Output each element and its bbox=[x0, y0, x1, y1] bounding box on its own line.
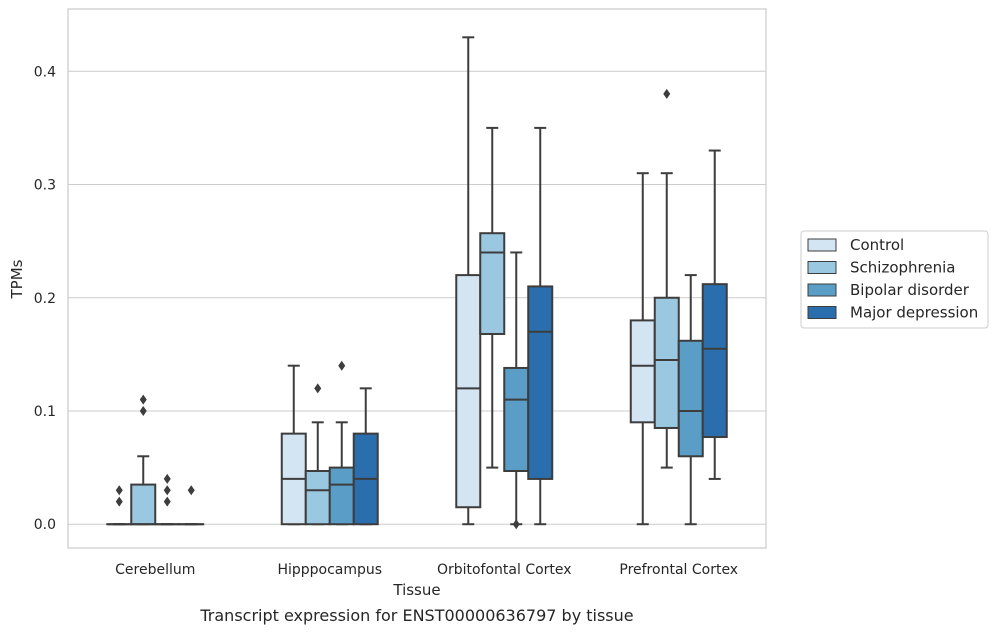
box-2-1 bbox=[480, 128, 504, 468]
box-0-3 bbox=[179, 485, 203, 524]
y-axis-title: TPMs bbox=[8, 259, 26, 299]
legend: Control Schizophrenia Bipolar disorder Majo… bbox=[801, 231, 988, 328]
box-1-1 bbox=[306, 383, 330, 524]
legend-swatch bbox=[808, 284, 836, 296]
outlier-point bbox=[140, 406, 147, 416]
figure-caption: Transcript expression for ENST0000063679… bbox=[0, 606, 834, 625]
box-1-3 bbox=[354, 388, 378, 524]
box-iqr bbox=[703, 284, 727, 437]
y-tick-label: 0.1 bbox=[34, 404, 56, 420]
outlier-point bbox=[338, 361, 345, 371]
box-3-3 bbox=[703, 151, 727, 479]
x-tick-label: Orbitofontal Cortex bbox=[437, 562, 572, 578]
axes: TPMs Tissue 0.0 0.1 0.2 0.3 0.4 Cerebellum Hip… bbox=[8, 9, 766, 599]
y-tick-label: 0.4 bbox=[34, 64, 56, 80]
box-3-1 bbox=[655, 89, 679, 468]
legend-label: Control bbox=[850, 236, 904, 254]
outlier-point bbox=[188, 485, 195, 495]
legend-swatch bbox=[808, 262, 836, 274]
y-tick-label: 0.0 bbox=[34, 517, 56, 533]
box-2-3 bbox=[528, 128, 552, 524]
outlier-point bbox=[513, 519, 520, 529]
box-iqr bbox=[655, 298, 679, 428]
x-tick-label: Cerebellum bbox=[115, 562, 195, 578]
outlier-point bbox=[116, 497, 123, 507]
legend-label: Bipolar disorder bbox=[850, 281, 970, 299]
box-iqr bbox=[480, 233, 504, 334]
outlier-point bbox=[663, 89, 670, 99]
box-iqr bbox=[679, 341, 703, 457]
box-iqr bbox=[456, 275, 480, 507]
legend-swatch bbox=[808, 307, 836, 319]
box-3-2 bbox=[679, 275, 703, 524]
plot-area bbox=[107, 37, 726, 529]
outlier-point bbox=[164, 474, 171, 484]
outlier-point bbox=[164, 497, 171, 507]
legend-swatch bbox=[808, 239, 836, 251]
legend-label: Schizophrenia bbox=[850, 259, 955, 277]
x-tick-label: Prefrontal Cortex bbox=[619, 562, 738, 578]
box-iqr bbox=[131, 485, 155, 525]
box-iqr bbox=[631, 320, 655, 422]
x-axis-title: Tissue bbox=[392, 581, 440, 599]
box-3-0 bbox=[631, 173, 655, 524]
y-tick-label: 0.2 bbox=[34, 291, 56, 307]
outlier-point bbox=[140, 395, 147, 405]
box-iqr bbox=[528, 286, 552, 479]
y-tick-label: 0.3 bbox=[34, 178, 56, 194]
outlier-point bbox=[116, 485, 123, 495]
box-0-2 bbox=[155, 474, 179, 524]
legend-label: Major depression bbox=[850, 304, 978, 322]
box-1-2 bbox=[330, 361, 354, 525]
x-tick-label: Hipppocampus bbox=[277, 562, 382, 578]
outlier-point bbox=[164, 485, 171, 495]
box-iqr bbox=[504, 368, 528, 471]
box-2-2 bbox=[504, 252, 528, 529]
box-1-0 bbox=[282, 366, 306, 525]
box-iqr bbox=[306, 471, 330, 524]
box-iqr bbox=[330, 468, 354, 525]
outlier-point bbox=[314, 383, 321, 393]
box-2-0 bbox=[456, 37, 480, 524]
box-0-0 bbox=[107, 485, 131, 524]
box-0-1 bbox=[131, 395, 155, 525]
